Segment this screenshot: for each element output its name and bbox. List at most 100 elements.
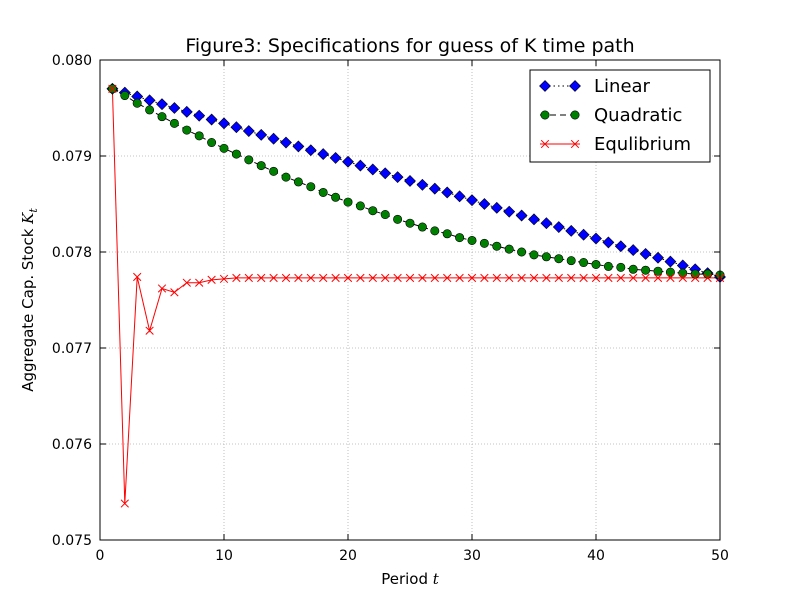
data-point-equlibrium	[691, 273, 700, 283]
data-point-quadratic	[554, 254, 564, 264]
x-axis-label-text: Period	[381, 570, 433, 588]
data-point-equlibrium	[467, 273, 477, 283]
data-point-quadratic	[529, 250, 539, 260]
data-point-equlibrium	[356, 273, 365, 283]
marker-layer	[106, 82, 726, 508]
data-point-linear	[652, 251, 664, 264]
data-point-quadratic	[653, 266, 663, 276]
data-point-equlibrium	[529, 273, 539, 283]
y-axis-label: Aggregate Cap. Stock Kt	[19, 208, 40, 392]
data-point-quadratic	[293, 177, 303, 187]
data-point-linear	[565, 224, 578, 237]
data-point-equlibrium	[579, 273, 588, 283]
data-point-equlibrium	[505, 273, 514, 283]
data-point-equlibrium	[393, 273, 402, 283]
data-point-linear	[528, 213, 540, 226]
data-point-quadratic	[157, 112, 167, 122]
y-tick-label: 0.078	[52, 245, 92, 261]
data-point-equlibrium	[331, 273, 340, 283]
data-point-linear	[428, 182, 441, 195]
data-point-quadratic	[231, 149, 241, 159]
data-point-equlibrium	[616, 273, 625, 283]
plot-frame	[99, 59, 721, 541]
data-point-quadratic	[256, 161, 266, 171]
data-point-quadratic	[331, 192, 341, 202]
data-point-equlibrium	[219, 274, 229, 284]
data-point-quadratic	[467, 235, 477, 245]
x-tick-label: 30	[463, 548, 481, 564]
data-point-equlibrium	[678, 273, 687, 283]
data-point-equlibrium	[269, 273, 278, 283]
data-point-equlibrium	[207, 275, 216, 284]
data-point-quadratic	[405, 218, 415, 228]
data-point-equlibrium	[554, 273, 563, 283]
legend: Linear Quadratic Equlibrium	[529, 69, 711, 163]
data-point-quadratic	[703, 269, 713, 279]
data-point-quadratic	[380, 210, 390, 220]
data-point-equlibrium	[641, 273, 650, 283]
data-point-equlibrium	[145, 326, 154, 335]
x-axis-label-symbol: t	[433, 570, 440, 588]
data-point-equlibrium	[343, 273, 353, 283]
data-point-equlibrium	[244, 273, 253, 283]
data-point-equlibrium	[653, 273, 663, 283]
data-point-equlibrium	[405, 273, 415, 283]
data-point-quadratic	[182, 125, 192, 135]
y-tick-label: 0.079	[52, 149, 92, 165]
y-tick-label: 0.075	[52, 533, 92, 549]
legend-marker-quadratic	[570, 110, 580, 120]
data-point-quadratic	[628, 264, 638, 274]
data-point-quadratic	[442, 229, 452, 239]
data-point-equlibrium	[542, 273, 551, 283]
data-point-linear	[441, 186, 454, 199]
data-point-quadratic	[579, 258, 589, 268]
legend-marker-linear	[539, 80, 551, 92]
data-point-quadratic	[120, 91, 130, 101]
data-point-linear	[552, 221, 565, 233]
legend-marker-equlibrium	[540, 139, 550, 149]
data-point-quadratic	[455, 233, 465, 243]
data-point-linear	[180, 105, 193, 118]
data-point-equlibrium	[666, 273, 675, 283]
data-point-linear	[391, 171, 404, 184]
data-point-quadratic	[541, 252, 551, 262]
data-point-quadratic	[269, 166, 279, 176]
legend-label-linear: Linear	[594, 76, 651, 97]
data-point-quadratic	[368, 206, 378, 216]
data-point-linear	[218, 117, 230, 130]
legend-label-equlibrium: Equlibrium	[594, 134, 691, 155]
x-tick-label: 10	[215, 548, 233, 564]
data-point-quadratic	[318, 187, 328, 197]
data-point-quadratic	[244, 155, 254, 165]
data-point-quadratic	[665, 267, 675, 277]
data-point-quadratic	[479, 238, 489, 248]
data-point-linear	[466, 194, 478, 207]
data-point-equlibrium	[517, 273, 526, 283]
data-point-quadratic	[591, 259, 601, 269]
data-point-quadratic	[492, 241, 502, 251]
data-point-quadratic	[616, 262, 626, 272]
y-axis-label-subscript: t	[27, 208, 40, 213]
data-point-equlibrium	[257, 273, 266, 283]
data-point-equlibrium	[195, 278, 204, 287]
data-point-quadratic	[393, 214, 403, 224]
data-point-quadratic	[417, 222, 427, 232]
data-point-linear	[292, 140, 305, 153]
data-point-equlibrium	[232, 273, 241, 283]
data-point-quadratic	[219, 143, 229, 153]
data-point-linear	[317, 148, 330, 161]
legend-marker-quadratic	[540, 110, 550, 120]
data-point-equlibrium	[629, 273, 638, 283]
y-tick-label: 0.080	[52, 53, 92, 69]
data-point-equlibrium	[418, 273, 427, 283]
data-point-linear	[416, 178, 429, 191]
data-point-equlibrium	[170, 288, 179, 297]
data-point-linear	[540, 217, 553, 230]
data-point-linear	[255, 128, 268, 141]
data-point-linear	[627, 244, 640, 257]
data-point-quadratic	[641, 265, 651, 275]
data-point-quadratic	[306, 182, 316, 192]
legend-label-quadratic: Quadratic	[594, 105, 682, 126]
data-point-linear	[168, 102, 181, 114]
x-tick-label: 50	[711, 548, 729, 564]
